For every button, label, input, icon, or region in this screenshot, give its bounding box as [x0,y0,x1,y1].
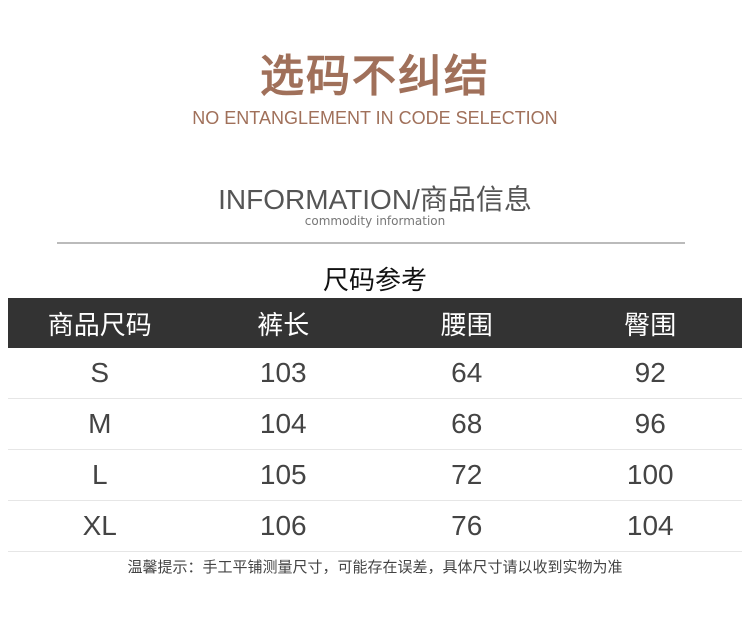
measurement-note: 温馨提示：手工平铺测量尺寸，可能存在误差，具体尺寸请以收到实物为准 [127,558,623,576]
table-cell: S [90,357,110,388]
table-cell: 72 [451,459,483,490]
table-cell: 100 [626,459,674,490]
divider [57,242,685,244]
table-row: XL 106 76 104 [8,501,742,552]
table-cell: 64 [451,357,483,388]
page-subtitle: NO ENTANGLEMENT IN CODE SELECTION [192,108,558,128]
table-cell: L [91,459,108,490]
table-row: M 104 68 96 [8,399,742,450]
table-cell: 103 [259,357,307,388]
table-cell: XL [82,510,117,541]
table-cell: 104 [259,408,307,439]
column-header: 臀围 [624,310,677,341]
table-row: L 105 72 100 [8,450,742,501]
info-heading: INFORMATION/商品信息 [218,184,532,215]
table-cell: 105 [259,459,307,490]
column-header: 商品尺码 [47,310,152,341]
page-title: 选码不纠结 [260,51,490,102]
table-header: 商品尺码 裤长 腰围 臀围 [8,298,742,348]
table-cell: 76 [451,510,483,541]
table-cell: M [88,408,112,439]
table-cell: 68 [451,408,483,439]
column-header: 腰围 [440,310,493,341]
size-table-title: 尺码参考 [322,266,427,296]
table-row: S 103 64 92 [8,348,742,399]
table-cell: 96 [634,408,666,439]
info-subheading: commodity information [304,214,446,228]
column-header: 裤长 [257,310,310,341]
size-table: 商品尺码 裤长 腰围 臀围 S 103 64 92 M 104 68 96 L … [8,298,742,552]
table-cell: 106 [259,510,307,541]
table-cell: 92 [634,357,666,388]
table-cell: 104 [626,510,674,541]
